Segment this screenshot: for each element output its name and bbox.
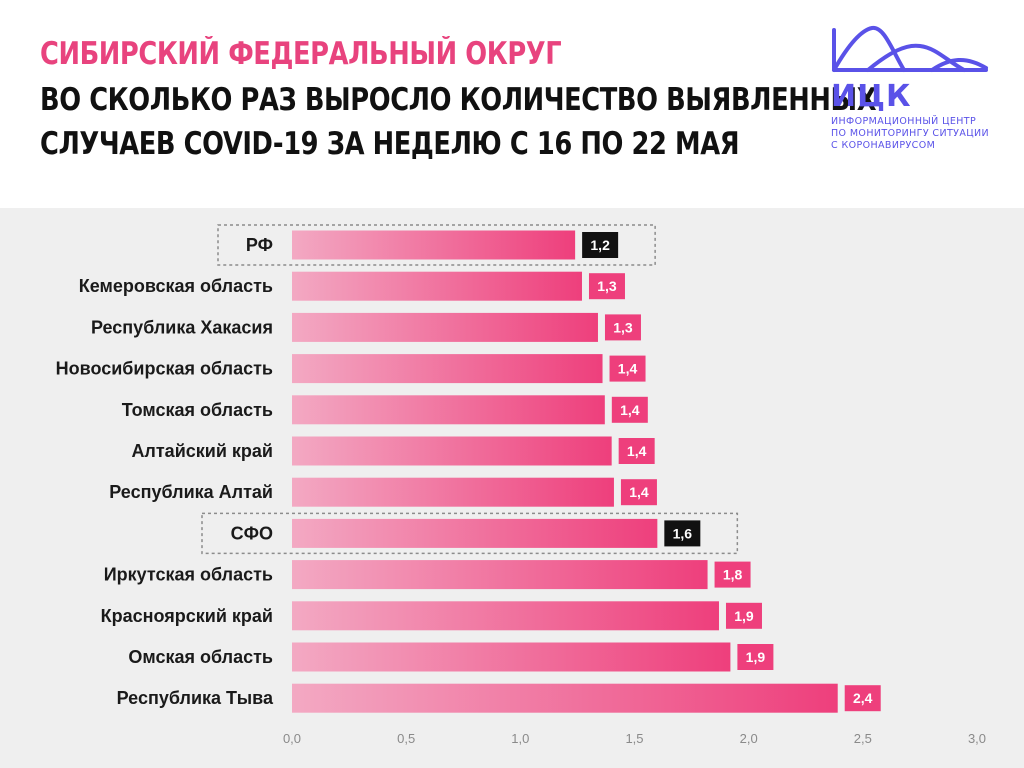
value-label: 1,6 — [673, 525, 693, 541]
value-label-bg — [611, 396, 648, 423]
category-label: Новосибирская область — [56, 359, 273, 379]
value-label-bg — [725, 602, 762, 629]
category-label: Алтайский край — [131, 441, 273, 461]
logo-caption-line-3: С КОРОНАВИРУСОМ — [831, 140, 936, 151]
x-tick-label: 2,5 — [854, 731, 872, 746]
logo-icon: ИЦК — [831, 26, 988, 114]
header: Сибирский федеральный округ Во сколько р… — [0, 0, 1024, 208]
category-label: Омская область — [128, 647, 273, 667]
value-label: 1,8 — [723, 567, 743, 583]
bar-chart: РФ 1,2 Кемеровская область 1,3 Республика Ха… — [56, 224, 986, 746]
x-tick-label: 2,0 — [740, 731, 758, 746]
bar — [292, 312, 598, 342]
category-label: Республика Хакасия — [91, 317, 273, 337]
title-line-1: Сибирский федеральный округ — [40, 36, 562, 72]
value-label: 1,3 — [613, 319, 633, 335]
bar — [292, 354, 603, 384]
title-line-2: Во сколько раз выросло количество выявле… — [40, 82, 877, 118]
value-label-bg — [664, 520, 701, 547]
highlight-frame — [201, 512, 739, 555]
value-label: 1,4 — [629, 484, 649, 500]
category-label: Республика Алтай — [109, 482, 273, 502]
bar — [292, 395, 605, 425]
x-tick-label: 0,5 — [397, 731, 415, 746]
x-tick-label: 1,0 — [511, 731, 529, 746]
bar — [292, 230, 576, 260]
x-tick-label: 1,5 — [625, 731, 643, 746]
highlight-frame — [217, 224, 656, 266]
category-label: Томская область — [122, 400, 273, 420]
logo-caption: ИНФОРМАЦИОННЫЙ ЦЕНТР ПО МОНИТОРИНГУ СИТУ… — [831, 116, 989, 152]
bar — [292, 436, 612, 466]
bar — [292, 477, 614, 507]
value-label-bg — [582, 232, 619, 258]
value-label: 1,2 — [590, 237, 610, 253]
value-label: 1,4 — [627, 443, 647, 459]
chart-area: РФ 1,2 Кемеровская область 1,3 Республика Ха… — [0, 208, 1024, 768]
title-line-3: случаев COVID-19 за неделю с 16 по 22 ма… — [40, 126, 740, 162]
logo-caption-line-1: ИНФОРМАЦИОННЫЙ ЦЕНТР — [831, 116, 977, 127]
category-label: Кемеровская область — [79, 276, 273, 296]
value-label: 1,9 — [746, 649, 766, 665]
bar — [292, 271, 582, 301]
category-label: Иркутская область — [104, 565, 273, 585]
category-label: Красноярский край — [101, 606, 273, 626]
category-label: СФО — [231, 523, 273, 543]
bar — [292, 560, 708, 590]
value-label-bg — [620, 479, 657, 506]
logo-abbr: ИЦК — [831, 79, 911, 114]
value-label: 1,4 — [620, 402, 640, 418]
bar — [292, 683, 838, 713]
value-label: 2,4 — [853, 690, 873, 706]
value-label-bg — [604, 314, 641, 341]
value-label: 1,9 — [734, 608, 754, 624]
bar — [292, 642, 731, 672]
value-label: 1,4 — [618, 361, 638, 377]
x-tick-label: 0,0 — [283, 731, 301, 746]
bar — [292, 601, 719, 631]
category-label: РФ — [246, 235, 273, 255]
category-label: Республика Тыва — [117, 688, 274, 708]
value-label-bg — [844, 685, 881, 712]
value-label: 1,3 — [597, 278, 617, 294]
value-label-bg — [714, 561, 751, 588]
value-label-bg — [609, 355, 646, 382]
logo-caption-line-2: ПО МОНИТОРИНГУ СИТУАЦИИ — [831, 128, 990, 139]
value-label-bg — [618, 438, 655, 464]
x-tick-label: 3,0 — [968, 731, 986, 746]
bar — [292, 518, 658, 548]
value-label-bg — [737, 644, 774, 670]
value-label-bg — [588, 273, 625, 300]
